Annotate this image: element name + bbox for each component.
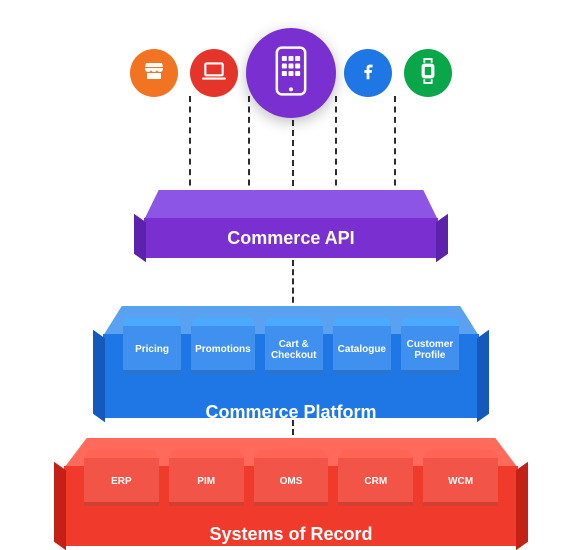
facebook-icon (357, 60, 379, 87)
platform-label-row: Commerce Platform (103, 402, 479, 423)
slab-side (516, 462, 528, 550)
module-box: PIM (169, 458, 244, 506)
store-icon (142, 59, 166, 88)
slab-side (93, 330, 105, 422)
module-box: Cart & Checkout (265, 326, 323, 374)
module-label: WCM (448, 476, 473, 488)
connector-arrow (292, 120, 294, 196)
module-box: WCM (423, 458, 498, 506)
connector-arrow (335, 96, 337, 196)
module-label: OMS (280, 476, 303, 488)
module-box: OMS (254, 458, 329, 506)
api-front: Commerce API (144, 218, 438, 258)
channel-social (344, 49, 392, 97)
module-label: Promotions (195, 344, 251, 356)
channel-row (0, 28, 582, 118)
module-box: Customer Profile (401, 326, 459, 374)
connector-arrow (292, 260, 294, 312)
module-label: CRM (364, 476, 387, 488)
record-label-row: Systems of Record (64, 524, 518, 545)
module-label: Catalogue (338, 344, 386, 356)
channel-wearable (404, 49, 452, 97)
record-boxes: ERP PIM OMS CRM WCM (84, 458, 498, 506)
connector-arrow (189, 96, 191, 196)
platform-label: Commerce Platform (205, 402, 376, 423)
channel-mobile (246, 28, 336, 118)
module-box: CRM (338, 458, 413, 506)
record-label: Systems of Record (209, 524, 372, 545)
watch-icon (417, 57, 439, 90)
module-label: Cart & Checkout (271, 339, 317, 362)
module-box: Promotions (191, 326, 255, 374)
connector-arrow (248, 96, 250, 196)
api-top-surface (144, 190, 438, 220)
slab-side (134, 214, 146, 262)
module-label: PIM (197, 476, 215, 488)
connector-arrow (394, 96, 396, 196)
slab-side (436, 214, 448, 262)
slab-side (54, 462, 66, 550)
platform-boxes: Pricing Promotions Cart & Checkout Catalogu… (123, 326, 459, 374)
channel-web (190, 49, 238, 97)
channel-store (130, 49, 178, 97)
module-label: ERP (111, 476, 132, 488)
module-box: Pricing (123, 326, 181, 374)
api-label: Commerce API (227, 228, 354, 249)
module-label: Pricing (135, 344, 169, 356)
module-label: Customer Profile (407, 339, 454, 362)
module-box: Catalogue (333, 326, 391, 374)
phone-grid-icon (274, 46, 308, 101)
laptop-icon (201, 58, 227, 89)
module-box: ERP (84, 458, 159, 506)
slab-side (477, 330, 489, 422)
architecture-diagram: Commerce API Pricing Promotions Cart & Che… (0, 0, 582, 546)
